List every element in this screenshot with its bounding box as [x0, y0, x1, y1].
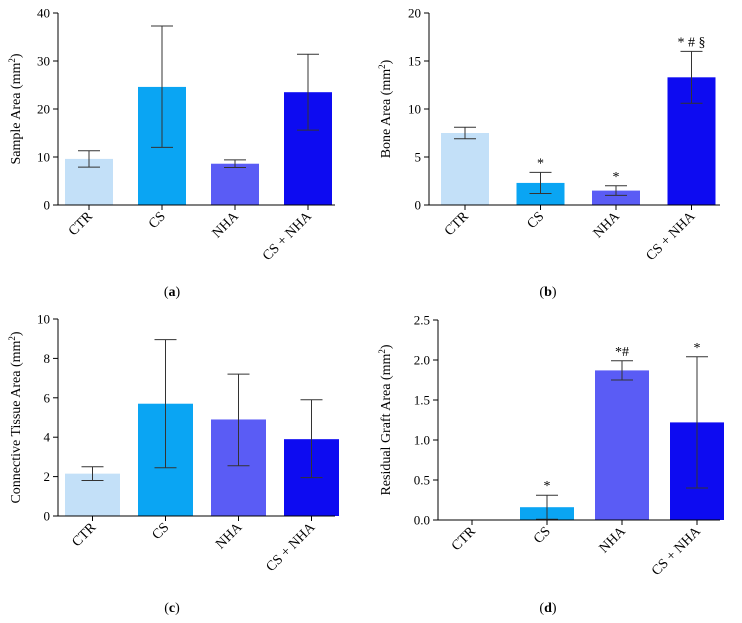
category-label: CS + NHA [260, 209, 315, 264]
significance-label: * [694, 341, 701, 356]
category-label: CS [525, 209, 548, 232]
y-tick-label: 5 [415, 150, 422, 165]
y-tick-label: 10 [37, 150, 50, 165]
category-label: NHA [213, 520, 246, 553]
significance-label: * [537, 156, 544, 171]
category-label: CS [531, 524, 554, 547]
y-axis-title: Connective Tissue Area (mm2) [7, 331, 24, 503]
category-label: CTR [66, 209, 96, 239]
y-tick-label: 0 [415, 198, 422, 213]
y-tick-label: 0 [44, 509, 51, 524]
y-tick-label: 40 [37, 6, 50, 21]
panel-label-letter: c [169, 601, 175, 616]
bar-ctr [441, 133, 489, 205]
panel-label-letter: b [544, 285, 552, 300]
panel-label-close: ) [552, 285, 557, 300]
y-tick-label: 2.0 [414, 353, 430, 368]
significance-label: *# [615, 345, 629, 360]
category-label: CS [150, 520, 173, 543]
category-label: CTR [69, 520, 99, 550]
category-label: CS + NHA [649, 524, 704, 579]
significance-label: * [544, 479, 551, 494]
y-tick-label: 8 [44, 351, 51, 366]
panel-label-open: ( [164, 601, 169, 616]
y-axis-title: Residual Graft Area (mm2) [377, 344, 394, 495]
y-axis-title-main: Bone Area (mm [379, 69, 394, 159]
panel-label: (a) [164, 285, 181, 300]
category-label: CS + NHA [644, 209, 699, 264]
category-label: CS [146, 209, 169, 232]
y-axis-title-superscript: 2 [377, 64, 387, 69]
y-tick-label: 1.0 [414, 433, 430, 448]
y-axis-title: Bone Area (mm2) [377, 59, 394, 158]
y-axis-title-superscript: 2 [7, 336, 17, 341]
panel-label-close: ) [176, 285, 181, 300]
bar-nha [211, 163, 259, 205]
chart-panel-4: CTR * CS *# NHA * CS + NHA 0.0 0.5 1.0 1.5 2.0 2.5 Re… [377, 313, 724, 616]
category-label: CTR [442, 209, 472, 239]
y-tick-label: 4 [44, 430, 51, 445]
category-label: CTR [449, 524, 479, 554]
chart-panel-3: CTR CS NHA CS + NHA 0 2 4 6 8 10 Connective Tissue… [7, 312, 339, 616]
panel-label-close: ) [175, 601, 180, 616]
category-label: NHA [597, 524, 630, 557]
panel-label-letter: d [544, 601, 552, 616]
y-tick-label: 0 [44, 198, 51, 213]
panel-label-letter: a [169, 285, 176, 300]
y-tick-label: 1.5 [414, 393, 430, 408]
significance-label: * # § [678, 35, 706, 50]
panel-label: (c) [164, 601, 180, 616]
category-label: CS + NHA [264, 520, 319, 575]
y-axis-title-superscript: 2 [377, 349, 387, 354]
y-axis-title-main: Residual Graft Area (mm [379, 354, 394, 496]
y-axis-title-main: Sample Area (mm [9, 63, 24, 165]
y-tick-label: 20 [408, 6, 421, 21]
category-label: NHA [591, 209, 624, 242]
category-label: NHA [210, 209, 243, 242]
panel-label: (b) [539, 285, 556, 300]
y-tick-label: 2 [44, 469, 51, 484]
y-axis-title-end: ) [379, 344, 394, 349]
bar-nha [592, 190, 640, 205]
y-axis-title: Sample Area (mm2) [7, 53, 24, 164]
y-axis-title-superscript: 2 [7, 58, 17, 63]
y-tick-label: 2.5 [414, 313, 430, 328]
y-axis-title-end: ) [379, 59, 394, 64]
y-axis-title-end: ) [9, 331, 24, 336]
panel-label: (d) [539, 601, 556, 616]
y-tick-label: 15 [408, 54, 421, 69]
panel-label-open: ( [539, 601, 544, 616]
panel-label-close: ) [552, 601, 557, 616]
y-tick-label: 20 [37, 102, 50, 117]
y-tick-label: 10 [408, 102, 421, 117]
y-tick-label: 0.5 [414, 473, 430, 488]
y-tick-label: 0.0 [414, 513, 430, 528]
y-tick-label: 30 [37, 54, 50, 69]
y-tick-label: 6 [44, 390, 51, 405]
chart-panel-2: CTR * CS * NHA * # § CS + NHA 0 5 10 15 20 Bone Area… [377, 6, 720, 300]
chart-panel-1: CTR CS NHA CS + NHA 0 10 20 30 40 Sample Area (mm… [7, 6, 335, 300]
y-axis-title-end: ) [9, 53, 24, 58]
y-axis-title-main: Connective Tissue Area (mm [9, 341, 24, 504]
y-tick-label: 10 [37, 312, 50, 327]
significance-label: * [613, 170, 620, 185]
bar-nha [595, 370, 649, 520]
panel-label-open: ( [539, 285, 544, 300]
panel-label-open: ( [164, 285, 169, 300]
